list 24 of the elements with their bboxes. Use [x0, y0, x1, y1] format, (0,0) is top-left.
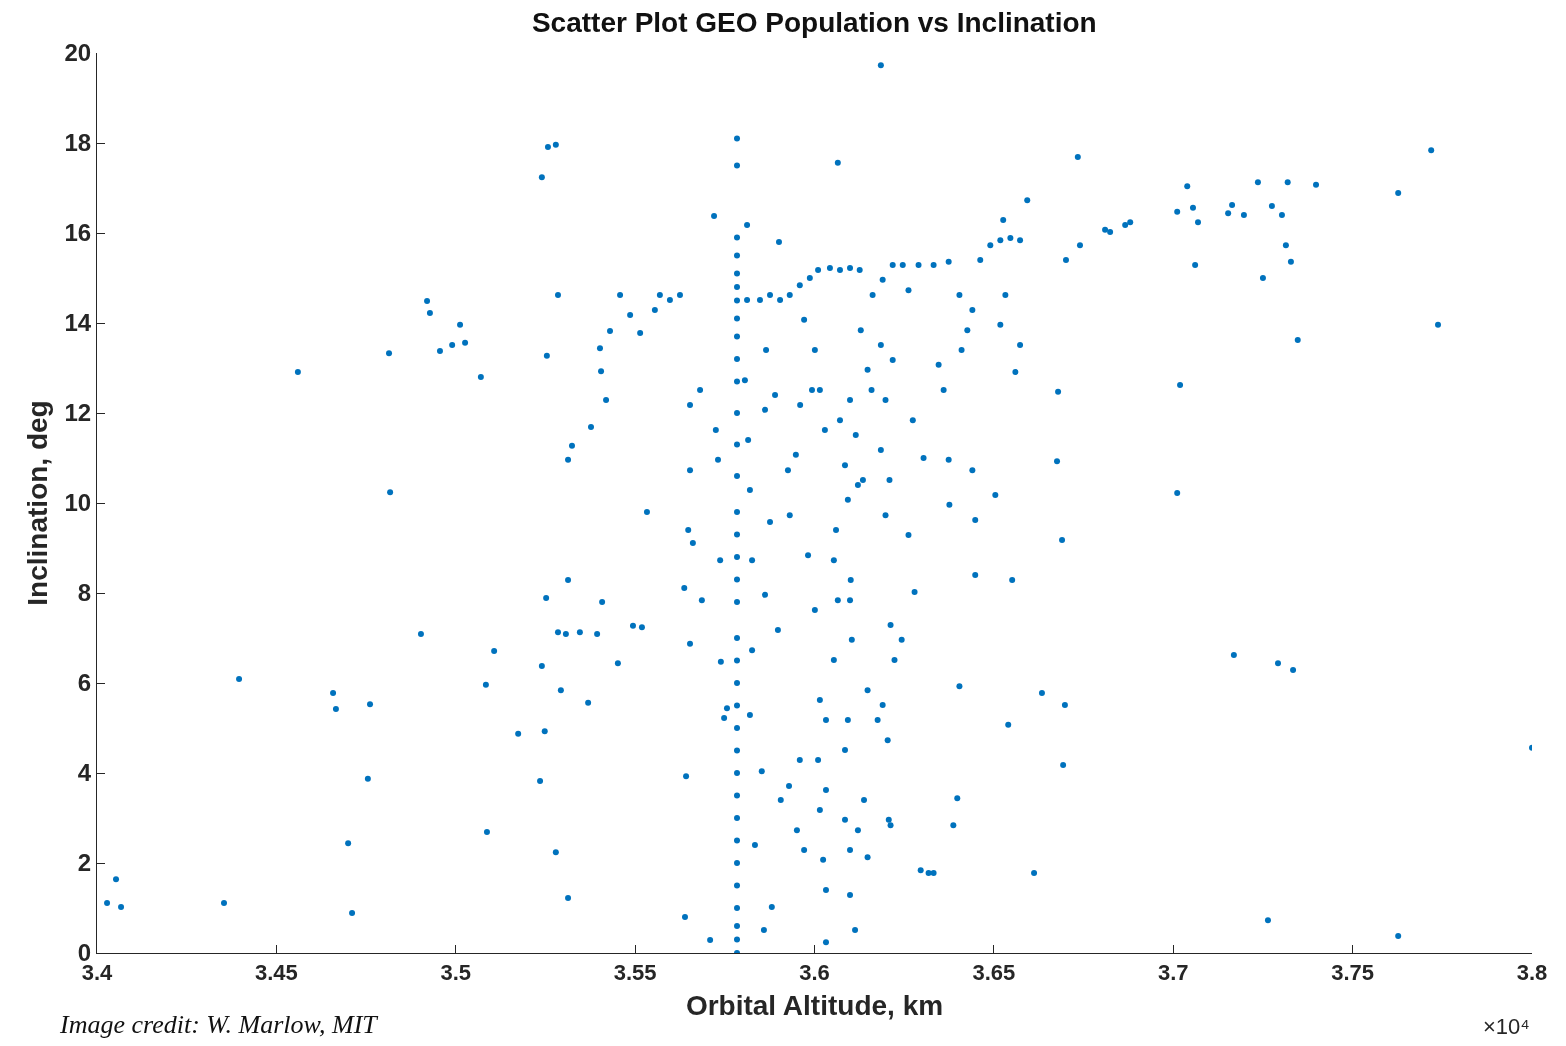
y-tick-label: 18: [64, 129, 92, 157]
x-tick-label: 3.8: [1516, 960, 1548, 986]
text: ×10⁴: [1483, 1014, 1530, 1039]
x-axis-title: Orbital Altitude, km: [685, 989, 944, 1021]
x-tick-label: 3.75: [1331, 960, 1375, 986]
y-axis-title: Inclination, deg: [22, 400, 54, 606]
y-tick-label: 12: [64, 399, 92, 427]
x-tick-label: 3.7: [1157, 960, 1189, 986]
x-tick-label: 3.65: [972, 960, 1016, 986]
y-tick-label: 2: [77, 849, 92, 877]
y-tick-label: 6: [77, 669, 92, 697]
x-tick-label: 3.45: [254, 960, 298, 986]
y-tick-label: 4: [77, 759, 92, 787]
x-tick-label: 3.55: [613, 960, 657, 986]
chart-title: Scatter Plot GEO Population vs Inclination: [531, 6, 1097, 38]
y-tick-label: 10: [64, 489, 92, 517]
y-tick-label: 14: [64, 309, 92, 337]
x-tick-label: 3.4: [81, 960, 114, 986]
y-tick-label: 16: [64, 219, 92, 247]
x-tick-label: 3.5: [440, 960, 472, 986]
text: Image credit: W. Marlow, MIT: [59, 1010, 379, 1039]
y-tick-label: 8: [77, 579, 92, 607]
y-tick-label: 20: [64, 39, 92, 67]
x-tick-label: 3.6: [799, 960, 830, 986]
